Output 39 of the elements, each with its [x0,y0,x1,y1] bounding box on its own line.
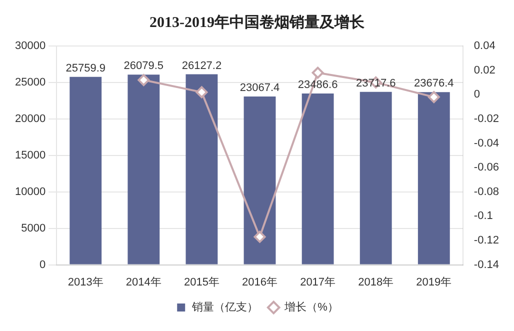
x-tick-label: 2019年 [416,276,452,288]
x-tick-label: 2017年 [300,276,336,288]
y2-tick-label: -0.14 [474,258,500,271]
y2-tick-label: -0.04 [474,137,500,150]
y2-tick-label: -0.1 [474,210,493,222]
data-label: 26127.2 [182,60,222,72]
point [428,91,440,104]
point [312,66,324,79]
data-label: 23067.4 [240,82,280,94]
point [254,230,266,243]
x-tick-label: 2015年 [184,276,220,288]
y2-tick-label: -0.08 [474,186,500,198]
y2-tick-label: -0.06 [474,162,500,174]
y-tick-label: 20000 [14,112,46,125]
data-label: 23486.6 [298,79,338,92]
x-tick-label: 2013年 [68,276,104,288]
x-tick-label: 2016年 [242,276,278,288]
legend-label: 销量（亿支） [191,300,258,314]
point [196,86,208,98]
y2-tick-label: 0.04 [474,40,496,52]
data-label: 26079.5 [124,60,164,72]
y2-tick-label: -0.02 [474,112,500,125]
data-label: 23717.6 [356,77,396,90]
y-tick-label: 30000 [14,40,46,52]
y-tick-label: 15000 [14,149,46,162]
y-tick-label: 25000 [14,76,46,88]
y-tick-label: 5000 [21,222,46,234]
x-tick-label: 2014年 [126,276,162,288]
legend-label: 增长（%） [284,300,338,314]
x-tick-label: 2018年 [358,276,394,288]
y2-tick-label: -0.12 [474,234,500,247]
chart-title: 2013-2019年中国卷烟销量及增长 [150,14,366,31]
y2-tick-label: 0.02 [474,64,496,76]
y2-tick-label: 0 [474,88,480,101]
y-tick-label: 0 [39,258,46,271]
y-tick-label: 10000 [14,186,46,198]
data-label: 25759.9 [66,62,106,74]
point [138,74,150,86]
data-label: 23676.4 [414,78,454,90]
